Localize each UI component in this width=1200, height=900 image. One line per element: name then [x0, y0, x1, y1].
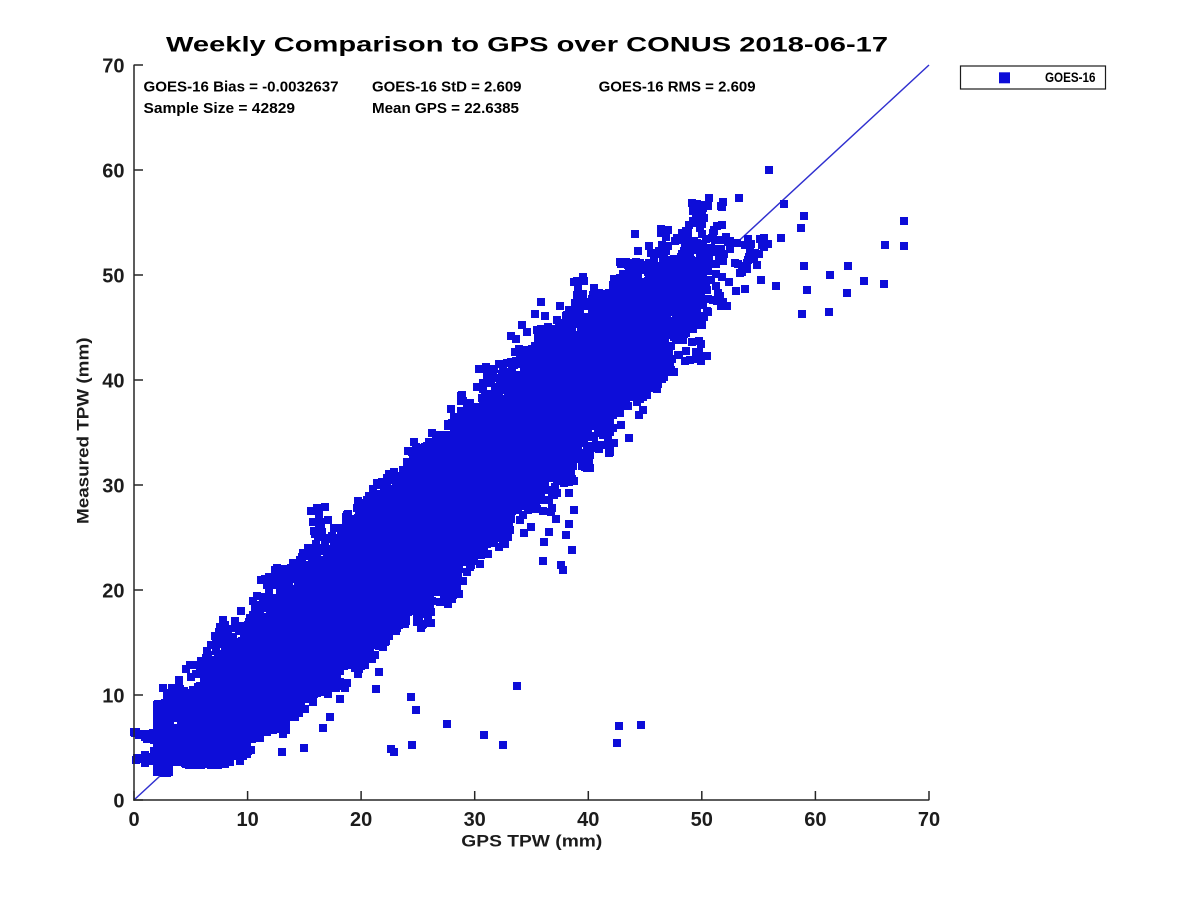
svg-text:GOES-16 StD = 2.609: GOES-16 StD = 2.609: [372, 79, 522, 96]
svg-text:60: 60: [804, 809, 826, 831]
svg-text:GOES-16 RMS = 2.609: GOES-16 RMS = 2.609: [599, 79, 756, 96]
svg-text:50: 50: [102, 266, 124, 288]
svg-text:0: 0: [128, 809, 139, 831]
svg-text:70: 70: [918, 809, 940, 831]
svg-text:10: 10: [102, 686, 124, 708]
svg-text:Measured TPW (mm): Measured TPW (mm): [74, 338, 93, 525]
svg-text:40: 40: [577, 809, 599, 831]
svg-text:GOES-16: GOES-16: [1045, 70, 1096, 85]
svg-text:Sample Size = 42829: Sample Size = 42829: [144, 100, 296, 117]
svg-text:10: 10: [236, 809, 258, 831]
svg-text:30: 30: [464, 809, 486, 831]
svg-text:0: 0: [113, 791, 124, 813]
svg-text:Weekly Comparison to GPS over: Weekly Comparison to GPS over CONUS 2018…: [166, 32, 888, 56]
svg-text:GPS TPW (mm): GPS TPW (mm): [461, 832, 602, 851]
svg-text:30: 30: [102, 476, 124, 498]
svg-text:70: 70: [102, 56, 124, 78]
svg-text:40: 40: [102, 371, 124, 393]
svg-text:20: 20: [350, 809, 372, 831]
svg-text:50: 50: [691, 809, 713, 831]
svg-text:Mean GPS = 22.6385: Mean GPS = 22.6385: [372, 100, 519, 117]
svg-text:60: 60: [102, 161, 124, 183]
svg-text:GOES-16 Bias = -0.0032637: GOES-16 Bias = -0.0032637: [144, 79, 339, 96]
svg-text:20: 20: [102, 581, 124, 603]
